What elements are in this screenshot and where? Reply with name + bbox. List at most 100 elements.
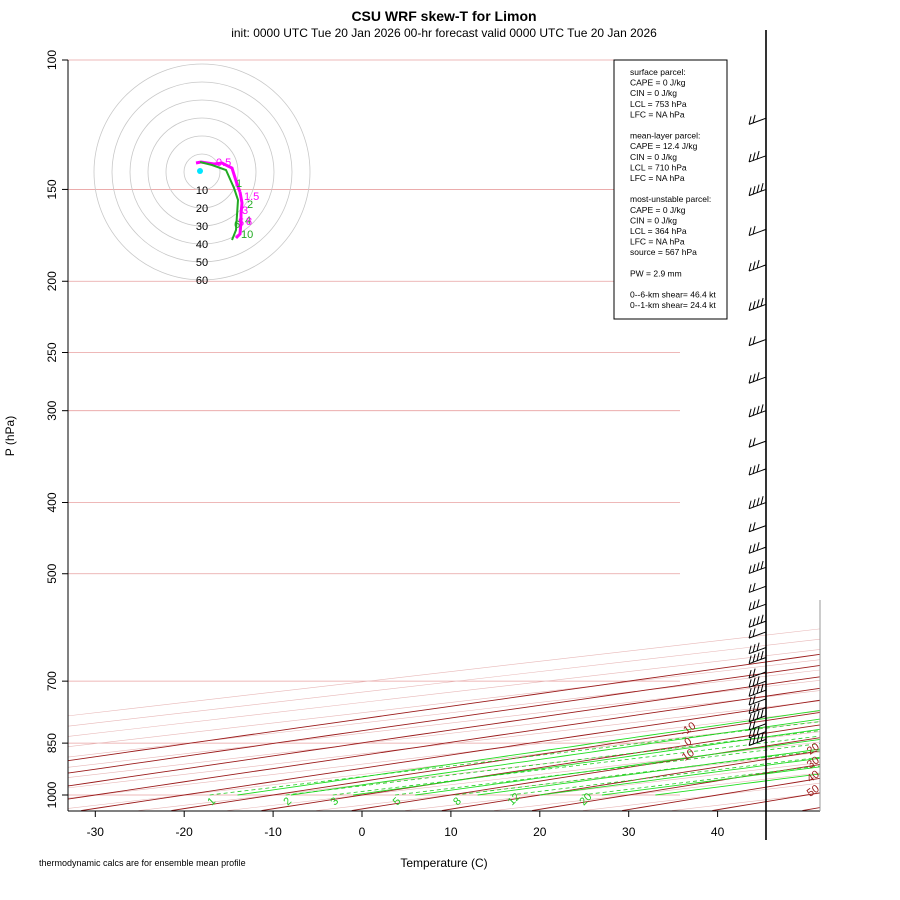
isotherm-line	[316, 751, 820, 811]
dry-adiabat-label: 50	[805, 783, 822, 800]
isotherm-line	[68, 710, 820, 799]
wind-barb-feather	[756, 463, 760, 473]
dry-adiabat-label: 20	[805, 741, 822, 758]
mixing-ratio-line	[209, 721, 820, 796]
hodograph-ring	[165, 135, 239, 209]
wind-barb-shaft	[748, 585, 767, 593]
wind-barb-feather	[760, 560, 764, 570]
info-box-line: LFC = NA hPa	[630, 237, 685, 247]
wind-barb-feather	[756, 299, 760, 308]
isotherm-line	[68, 638, 820, 727]
wind-barb-feather	[756, 542, 760, 551]
info-box-line: LCL = 710 hPa	[630, 162, 687, 172]
x-axis: -30 -20 -10 0 10 20 30 40	[87, 811, 725, 839]
wind-barb-feather	[752, 728, 756, 737]
wind-barb-feather	[748, 713, 752, 722]
wind-barb-feather	[752, 644, 756, 653]
wind-barb-feather	[748, 688, 752, 697]
wind-barb-feather	[752, 300, 756, 310]
x-tick-label: -30	[87, 825, 105, 839]
wind-barb-feather	[752, 686, 756, 695]
wind-barb-feather	[752, 437, 756, 446]
info-box-line: CAPE = 12.4 J/kg	[630, 141, 698, 151]
wind-barb-feather	[760, 651, 764, 660]
hodograph-ring	[183, 153, 221, 191]
wind-barb-feather	[748, 153, 752, 163]
wind-barb-feather	[748, 500, 752, 509]
y-tick-label: 500	[45, 563, 59, 583]
hodograph-ring-label: 40	[196, 239, 208, 251]
isotherm-line	[227, 741, 820, 811]
mixing-ratio-label: 5	[391, 795, 404, 808]
wind-barb-feather	[756, 685, 760, 694]
isotherm-line	[68, 628, 820, 717]
x-tick-label: 20	[533, 825, 547, 839]
wind-barb-feather	[760, 404, 764, 413]
isotherm-line	[68, 659, 820, 748]
wind-barb-feather	[748, 655, 752, 664]
wind-barb-feather	[756, 734, 760, 743]
wind-barb	[748, 709, 767, 723]
wind-barb-feather	[748, 584, 752, 593]
wind-barb-feather	[760, 732, 764, 742]
hodograph-point-label: 1	[236, 178, 242, 190]
info-box-line: 0--6-km shear= 46.4 kt	[630, 290, 716, 300]
hodograph-trace-upper	[234, 191, 244, 240]
wind-barb	[748, 642, 767, 655]
wind-barb	[748, 437, 767, 448]
info-box-line: source = 567 hPa	[630, 247, 697, 257]
wind-barb-feather	[748, 408, 752, 417]
wind-barb	[748, 614, 767, 628]
hodograph-point-label: 0.5	[216, 157, 231, 169]
dry-adiabat-label: 10	[680, 747, 697, 764]
wind-barb	[748, 720, 767, 731]
wind-barb	[748, 336, 767, 347]
hodograph-start-marker	[197, 168, 203, 174]
hodograph-ring-label: 30	[196, 221, 208, 233]
isotherm-line	[68, 679, 820, 768]
background-lines	[68, 59, 820, 811]
y-tick-label: 150	[45, 179, 59, 199]
wind-barb-feather	[752, 225, 756, 235]
dry-adiabat-label: 0	[682, 736, 694, 749]
wind-barb-feather	[760, 297, 764, 307]
wind-barb-feather	[752, 600, 756, 609]
wind-barb-feather	[748, 545, 752, 554]
wind-barb-shaft	[748, 440, 767, 448]
info-box-line: LCL = 364 hPa	[630, 226, 687, 236]
wind-barb-feather	[752, 703, 756, 713]
moist-adiabats	[237, 709, 820, 796]
dry-adiabat-line	[68, 687, 820, 800]
info-box-line: CAPE = 0 J/kg	[630, 205, 686, 215]
wind-barb-feather	[760, 683, 764, 692]
wind-barb-feather	[756, 642, 760, 651]
wind-barb-feather	[752, 522, 756, 531]
wind-barb-feather	[748, 375, 752, 384]
wind-barb	[748, 726, 767, 739]
dry-adiabat-line	[261, 724, 820, 811]
isotherm-line	[68, 690, 820, 778]
x-tick-label: 30	[622, 825, 636, 839]
wind-barb-feather	[752, 563, 756, 573]
info-box-line: LCL = 753 hPa	[630, 99, 687, 109]
moist-adiabat-line	[477, 748, 820, 796]
wind-barb-feather	[748, 629, 752, 639]
x-tick-label: -10	[264, 825, 282, 839]
y-tick-label: 400	[45, 492, 59, 512]
dry-adiabat-line	[171, 711, 820, 811]
y-tick-label: 200	[45, 271, 59, 291]
wind-barb-feather	[760, 496, 764, 505]
mixing-ratio-line	[509, 756, 820, 796]
hodograph-point-label: 3	[242, 205, 248, 217]
info-box-line: CIN = 0 J/kg	[630, 152, 677, 162]
hodograph-point-label: 4	[245, 215, 251, 227]
x-tick-label: 10	[444, 825, 458, 839]
dry-adiabat-line	[712, 792, 820, 811]
wind-barb	[748, 259, 767, 272]
wind-barb	[748, 297, 767, 311]
dry-adiabat-label: 30	[805, 754, 822, 771]
wind-barb-feather	[752, 735, 756, 745]
info-box-frame	[613, 59, 728, 320]
moist-adiabat-line	[353, 728, 820, 796]
hodograph-point-label: 5	[238, 217, 244, 229]
